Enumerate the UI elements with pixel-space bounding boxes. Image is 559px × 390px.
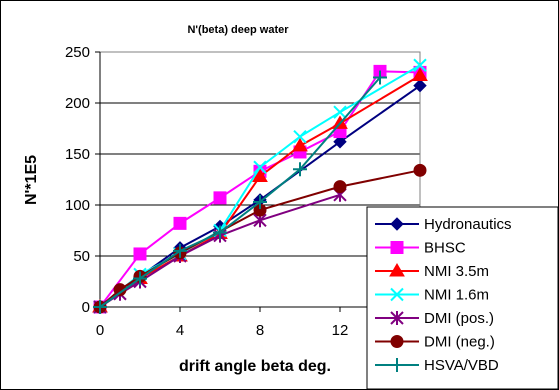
data-point-nmi-3-5m xyxy=(252,168,268,182)
series-line-nmi-1-6m xyxy=(99,64,421,308)
legend-marker-hsva-vbd xyxy=(390,358,404,372)
ticks: 0 50 100 150 200 250 0 4 8 12 xyxy=(65,44,348,339)
legend-item-hsva-vbd: HSVA/VBD xyxy=(375,357,499,374)
legend-label-dmi-neg: DMI (neg.) xyxy=(424,334,495,351)
legend-marker-dmi-pos xyxy=(390,311,404,325)
legend-label-dmi-pos: DMI (pos.) xyxy=(424,310,494,327)
legend-box xyxy=(366,206,559,390)
legend-label-hydronautics: Hydronautics xyxy=(424,216,512,233)
x-axis-label: drift angle beta deg. xyxy=(179,358,331,375)
data-point-nmi-3-5m xyxy=(292,137,308,152)
legend-marker-nmi-1-6m xyxy=(390,287,404,302)
data-point-nmi-1-6m xyxy=(333,105,347,119)
legend-item-dmi-neg: DMI (neg.) xyxy=(375,334,495,351)
y-tick-label: 200 xyxy=(65,95,90,112)
data-point-hsva-vbd xyxy=(213,225,227,240)
data-point-bhsc xyxy=(133,247,147,261)
x-tick-label: 12 xyxy=(332,322,349,339)
y-axis-label: N'*1E5 xyxy=(23,155,40,205)
y-tick-label: 0 xyxy=(82,299,90,316)
data-point-bhsc xyxy=(213,191,227,205)
legend-item-dmi-pos: DMI (pos.) xyxy=(375,310,494,327)
data-point-bhsc xyxy=(173,216,187,230)
series xyxy=(92,58,428,314)
legend-marker-hydronautics xyxy=(390,217,404,231)
data-point-hsva-vbd xyxy=(293,162,307,177)
data-point-dmi-neg xyxy=(333,180,347,194)
legend-label-nmi-1-6m: NMI 1.6m xyxy=(424,287,489,304)
legend-item-nmi-1-6m: NMI 1.6m xyxy=(375,287,489,304)
legend-item-nmi-3-5m: NMI 3.5m xyxy=(375,263,489,280)
legend-item-bhsc: BHSC xyxy=(375,240,466,257)
data-point-nmi-1-6m xyxy=(413,58,427,72)
legend-label-bhsc: BHSC xyxy=(424,240,466,257)
legend-marker-nmi-3-5m xyxy=(389,263,405,277)
data-point-hydronautics xyxy=(333,135,347,149)
legend-marker-dmi-neg xyxy=(390,335,404,348)
x-tick-label: 0 xyxy=(96,322,104,339)
legend-label-hsva-vbd: HSVA/VBD xyxy=(424,357,499,374)
series-hsva-vbd xyxy=(93,70,387,314)
legend: Hydronautics BHSC NMI 3.5m NMI 1.6m DMI (pos… xyxy=(366,206,559,390)
y-tick-label: 100 xyxy=(65,197,90,214)
data-point-hsva-vbd xyxy=(253,194,267,209)
x-tick-label: 4 xyxy=(176,322,184,339)
y-tick-label: 150 xyxy=(65,146,90,163)
data-point-hsva-vbd xyxy=(133,271,147,286)
data-point-hsva-vbd xyxy=(373,70,387,85)
y-tick-label: 250 xyxy=(65,44,90,61)
legend-label-nmi-3-5m: NMI 3.5m xyxy=(424,263,489,280)
data-point-nmi-1-6m xyxy=(253,160,267,174)
data-point-nmi-3-5m xyxy=(412,67,428,81)
chart-title: N'(beta) deep water xyxy=(187,24,289,36)
data-point-hsva-vbd xyxy=(173,243,187,258)
data-point-hsva-vbd xyxy=(93,300,107,314)
legend-marker-bhsc xyxy=(390,241,404,254)
legend-item-hydronautics: Hydronautics xyxy=(375,216,512,233)
x-tick-label: 8 xyxy=(256,322,264,339)
data-point-nmi-1-6m xyxy=(293,129,307,144)
y-tick-label: 50 xyxy=(73,248,90,265)
data-point-hydronautics xyxy=(413,78,427,93)
data-point-dmi-neg xyxy=(413,163,427,177)
